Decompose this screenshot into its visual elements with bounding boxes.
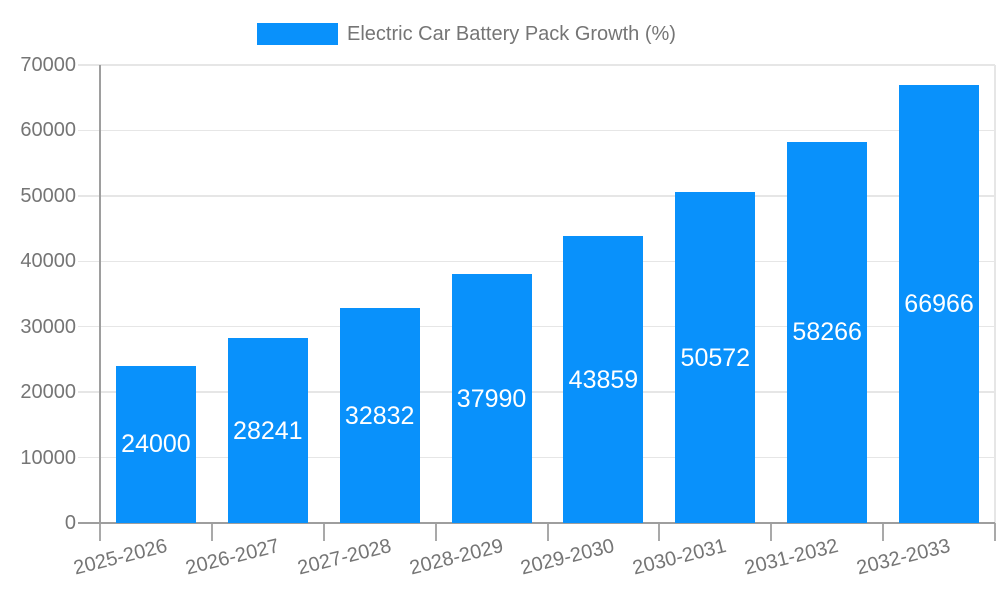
x-axis-line (78, 522, 995, 524)
bar[interactable] (787, 141, 868, 523)
legend-item[interactable]: Electric Car Battery Pack Growth (%) (257, 22, 676, 46)
y-axis-tick-label: 70000 (20, 54, 76, 76)
legend-label: Electric Car Battery Pack Growth (%) (347, 23, 676, 45)
y-axis-line (99, 65, 101, 523)
y-axis-tick-label: 10000 (20, 446, 76, 469)
bar[interactable] (451, 274, 532, 523)
bar[interactable] (563, 236, 644, 523)
y-gridline (78, 325, 995, 328)
legend-swatch (257, 23, 338, 45)
y-axis-tick-label: 40000 (20, 250, 76, 273)
x-axis-tick (322, 523, 325, 541)
bar[interactable] (899, 84, 980, 523)
y-gridline (78, 64, 995, 66)
y-gridline (78, 195, 995, 197)
x-axis-tick (994, 523, 996, 541)
y-axis-tick-label: 30000 (20, 315, 76, 338)
y-axis-tick-label: 20000 (20, 381, 76, 404)
bar[interactable] (339, 308, 420, 523)
y-axis-tick-label: 60000 (20, 119, 76, 142)
bar[interactable] (675, 192, 756, 523)
y-gridline (78, 456, 995, 459)
bar[interactable] (227, 338, 308, 523)
plot-right-border (994, 65, 996, 523)
bar[interactable] (115, 365, 196, 523)
x-axis-tick (434, 523, 437, 541)
y-gridline (78, 391, 995, 393)
x-axis-tick (99, 523, 101, 541)
y-axis-tick-label: 0 (64, 512, 76, 534)
x-axis-tick (882, 523, 885, 541)
y-axis-tick-label: 50000 (20, 184, 76, 207)
x-axis-tick (658, 523, 661, 541)
y-gridline (78, 129, 995, 132)
x-axis-tick (546, 523, 549, 541)
y-gridline (78, 260, 995, 263)
x-axis-tick (210, 523, 213, 541)
x-axis-tick (770, 523, 773, 541)
